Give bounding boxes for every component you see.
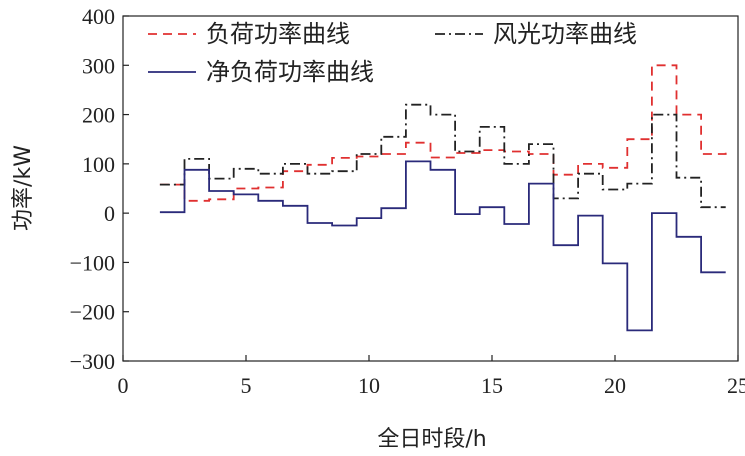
x-tick-label: 0 xyxy=(118,373,129,398)
y-tick-label: −100 xyxy=(70,250,115,275)
y-axis-title: 功率/kW xyxy=(11,145,36,231)
legend-label-1: 负荷功率曲线 xyxy=(206,20,350,48)
series-line-1 xyxy=(159,64,727,202)
plot-frame xyxy=(122,15,739,362)
legend-label-2: 风光功率曲线 xyxy=(493,20,637,48)
x-tick-label: 25 xyxy=(727,373,745,398)
y-tick-label: 200 xyxy=(82,103,115,128)
y-tick-label: 300 xyxy=(82,53,115,78)
x-tick-label: 20 xyxy=(604,373,626,398)
legend-label-3: 净负荷功率曲线 xyxy=(206,58,374,86)
x-tick-label: 5 xyxy=(241,373,252,398)
y-tick-label: 0 xyxy=(104,201,115,226)
y-tick-label: 400 xyxy=(82,4,115,29)
y-tick-label: 100 xyxy=(82,152,115,177)
series-line-3 xyxy=(159,160,726,332)
series-line-2 xyxy=(159,103,726,209)
x-axis-title: 全日时段/h xyxy=(377,427,486,452)
x-tick-label: 15 xyxy=(481,373,503,398)
x-tick-label: 10 xyxy=(358,373,380,398)
y-tick-label: −300 xyxy=(70,349,115,374)
y-tick-label: −200 xyxy=(70,300,115,325)
